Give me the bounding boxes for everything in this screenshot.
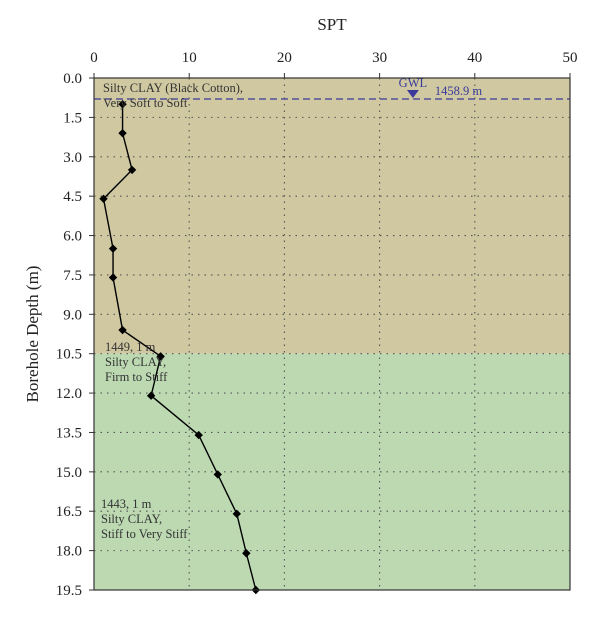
y-tick-label: 19.5: [56, 583, 82, 599]
y-tick-label: 16.5: [56, 504, 82, 520]
gwl-label: GWL: [399, 76, 427, 90]
spt-point-7: [118, 325, 127, 335]
y-tick-label: 7.5: [63, 268, 82, 284]
x-axis-title: SPT: [317, 15, 347, 34]
spt-point-4: [99, 194, 108, 203]
layer-annotations: Silty CLAY (Black Cotton), Very Soft to S…: [101, 81, 243, 541]
y-tick-label: 4.5: [63, 189, 82, 205]
layer-2-label: 1449, 1 m Silty CLAY, Firm to Stiff: [105, 340, 168, 384]
y-tick-label: 1.5: [63, 110, 82, 126]
spt-point-3: [127, 165, 137, 175]
layer-3-label: 1443, 1 m Silty CLAY, Stiff to Very Stiff: [101, 497, 188, 541]
x-tick-label: 20: [277, 50, 292, 66]
x-tick-label: 10: [182, 50, 197, 66]
soil-layer-band-2: [94, 353, 570, 590]
x-tick-label: 40: [467, 50, 482, 66]
y-tick-label: 6.0: [63, 229, 82, 245]
y-tick-label: 0.0: [63, 71, 82, 87]
y-axis-title: Borehole Depth (m): [23, 266, 42, 403]
y-tick-label: 12.0: [56, 386, 82, 402]
plot-border: [93, 77, 571, 591]
spt-point-9: [146, 391, 156, 400]
spt-point-1: [118, 100, 127, 109]
y-tick-label: 15.0: [56, 465, 82, 481]
gwl-annotation: GWL 1458.9 m: [94, 76, 570, 100]
spt-point-13: [242, 549, 251, 558]
layer-1-label: Silty CLAY (Black Cotton), Very Soft to S…: [103, 81, 243, 110]
gwl-marker-icon: [406, 90, 419, 99]
soil-layers: [94, 78, 570, 590]
spt-point-8: [156, 352, 165, 361]
y-tick-label: 13.5: [56, 425, 82, 441]
spt-point-2: [118, 128, 127, 138]
y-tick-label: 3.0: [63, 150, 82, 166]
y-tick-label: 10.5: [56, 347, 82, 363]
spt-series-line: [102, 104, 257, 591]
soil-layer-band-1: [94, 78, 570, 354]
x-tick-label: 50: [563, 50, 578, 66]
y-tick-labels: 0.0 1.5 3.0 4.5 6.0 7.5 9.0 10.5 12.0 13.5 15.0 16.…: [56, 71, 82, 599]
spt-point-6: [108, 273, 118, 282]
spt-series: [99, 100, 261, 595]
y-tick-label: 9.0: [63, 307, 82, 323]
spt-point-5: [108, 244, 118, 253]
y-tick-label: 18.0: [56, 544, 82, 560]
spt-point-11: [213, 470, 222, 479]
x-tick-label: 30: [372, 50, 387, 66]
x-tick-labels: 0 10 20 30 40 50: [90, 50, 577, 66]
plot-frame: [89, 73, 571, 591]
spt-point-12: [232, 509, 241, 519]
spt-point-10: [194, 430, 203, 440]
grid-lines: [94, 78, 570, 590]
x-tick-label: 0: [90, 50, 98, 66]
gwl-elevation-label: 1458.9 m: [435, 84, 483, 98]
